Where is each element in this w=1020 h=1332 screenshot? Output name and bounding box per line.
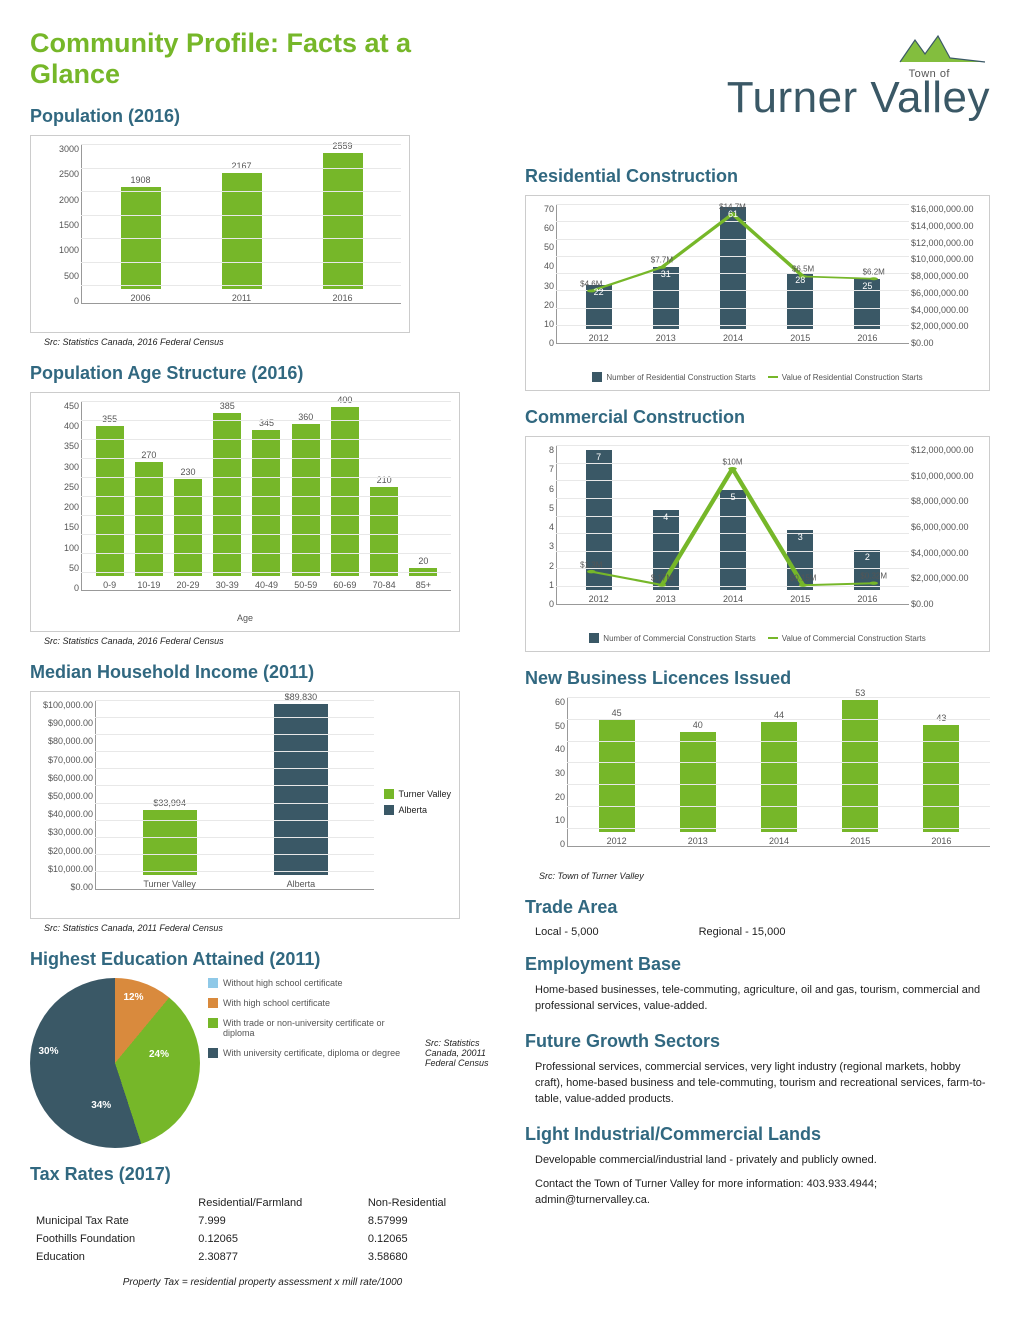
population-chart: Population (2016) 3000250020001500100050… bbox=[30, 106, 495, 347]
trade-area: Trade Area Local - 5,000Regional - 15,00… bbox=[525, 897, 990, 938]
tax-rates: Tax Rates (2017) Residential/FarmlandNon… bbox=[30, 1164, 495, 1288]
employment-base: Employment Base Home-based businesses, t… bbox=[525, 954, 990, 1015]
licences-chart: New Business Licences Issued 60504030201… bbox=[525, 668, 990, 881]
residential-chart: Residential Construction 706050403020100… bbox=[525, 166, 990, 391]
income-chart: Median Household Income (2011) $100,000.… bbox=[30, 662, 495, 933]
growth-sectors: Future Growth Sectors Professional servi… bbox=[525, 1031, 990, 1108]
industrial-lands: Light Industrial/Commercial Lands Develo… bbox=[525, 1124, 990, 1209]
page-title: Community Profile: Facts at a Glance bbox=[30, 28, 495, 90]
education-chart: Highest Education Attained (2011) 12%24%… bbox=[30, 949, 495, 1148]
commercial-chart: Commercial Construction 876543210 $12,00… bbox=[525, 407, 990, 652]
age-chart: Population Age Structure (2016) 45040035… bbox=[30, 363, 495, 646]
